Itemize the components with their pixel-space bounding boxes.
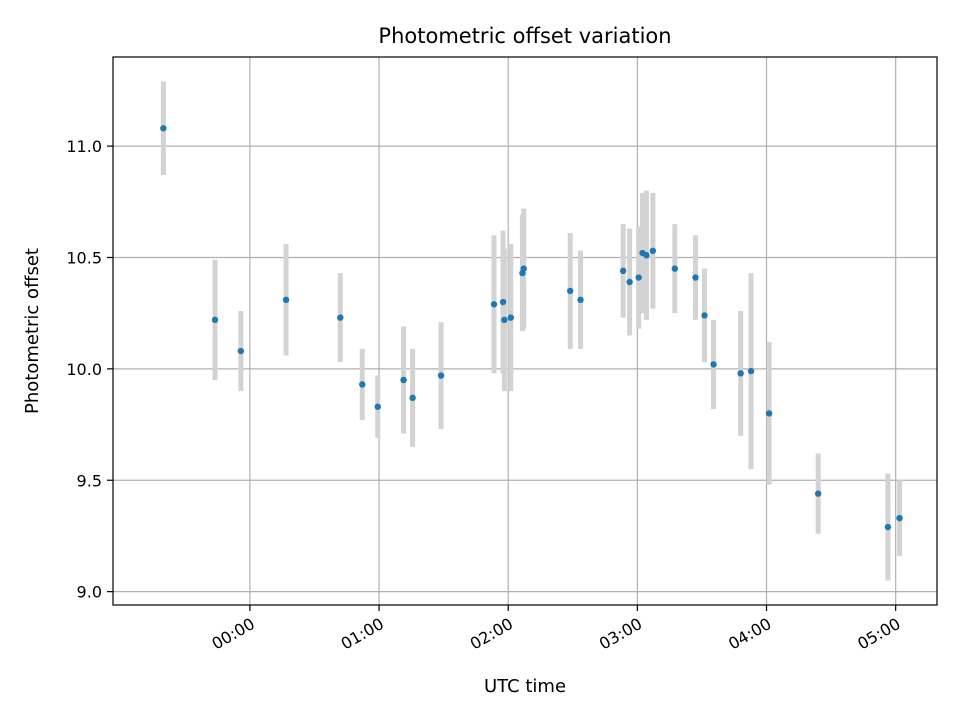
data-point bbox=[237, 347, 245, 355]
data-point bbox=[671, 265, 679, 272]
data-point bbox=[211, 316, 219, 324]
data-point bbox=[737, 370, 744, 377]
data-point bbox=[507, 314, 514, 321]
data-point bbox=[692, 274, 699, 281]
y-tick-label: 10.5 bbox=[66, 248, 102, 267]
data-point bbox=[765, 410, 773, 417]
y-tick-label: 9.0 bbox=[77, 583, 102, 602]
data-point bbox=[359, 381, 366, 388]
plot-area-frame bbox=[112, 56, 938, 606]
y-tick-label: 10.0 bbox=[66, 360, 102, 379]
data-point bbox=[160, 125, 167, 132]
y-tick-label: 9.5 bbox=[77, 471, 102, 490]
data-point bbox=[400, 376, 407, 384]
data-point bbox=[710, 361, 717, 368]
data-point bbox=[567, 287, 574, 295]
data-point bbox=[884, 523, 892, 531]
data-point bbox=[619, 267, 627, 275]
data-point bbox=[374, 403, 381, 410]
data-points bbox=[160, 125, 903, 531]
data-point bbox=[282, 296, 290, 304]
grid-lines bbox=[113, 57, 937, 605]
x-axis-label: UTC time bbox=[484, 676, 566, 697]
data-point bbox=[409, 394, 416, 402]
data-point bbox=[747, 367, 755, 375]
data-point bbox=[896, 514, 903, 522]
data-point bbox=[626, 278, 633, 286]
data-point bbox=[814, 490, 822, 497]
data-point bbox=[337, 314, 344, 321]
y-axis-label: Photometric offset bbox=[22, 248, 43, 414]
data-point bbox=[437, 372, 445, 379]
data-point bbox=[635, 274, 642, 281]
y-axis-ticks: 9.0 9.5 10.0 10.5 11.0 bbox=[66, 137, 113, 602]
data-point bbox=[490, 301, 498, 308]
data-point bbox=[701, 312, 708, 319]
data-point bbox=[499, 298, 507, 306]
data-point bbox=[649, 247, 657, 255]
chart-title: Photometric offset variation bbox=[378, 24, 671, 48]
data-point bbox=[501, 316, 508, 324]
data-point bbox=[577, 296, 584, 304]
data-point bbox=[643, 252, 650, 259]
data-point bbox=[520, 265, 527, 272]
y-tick-label: 11.0 bbox=[66, 137, 102, 156]
